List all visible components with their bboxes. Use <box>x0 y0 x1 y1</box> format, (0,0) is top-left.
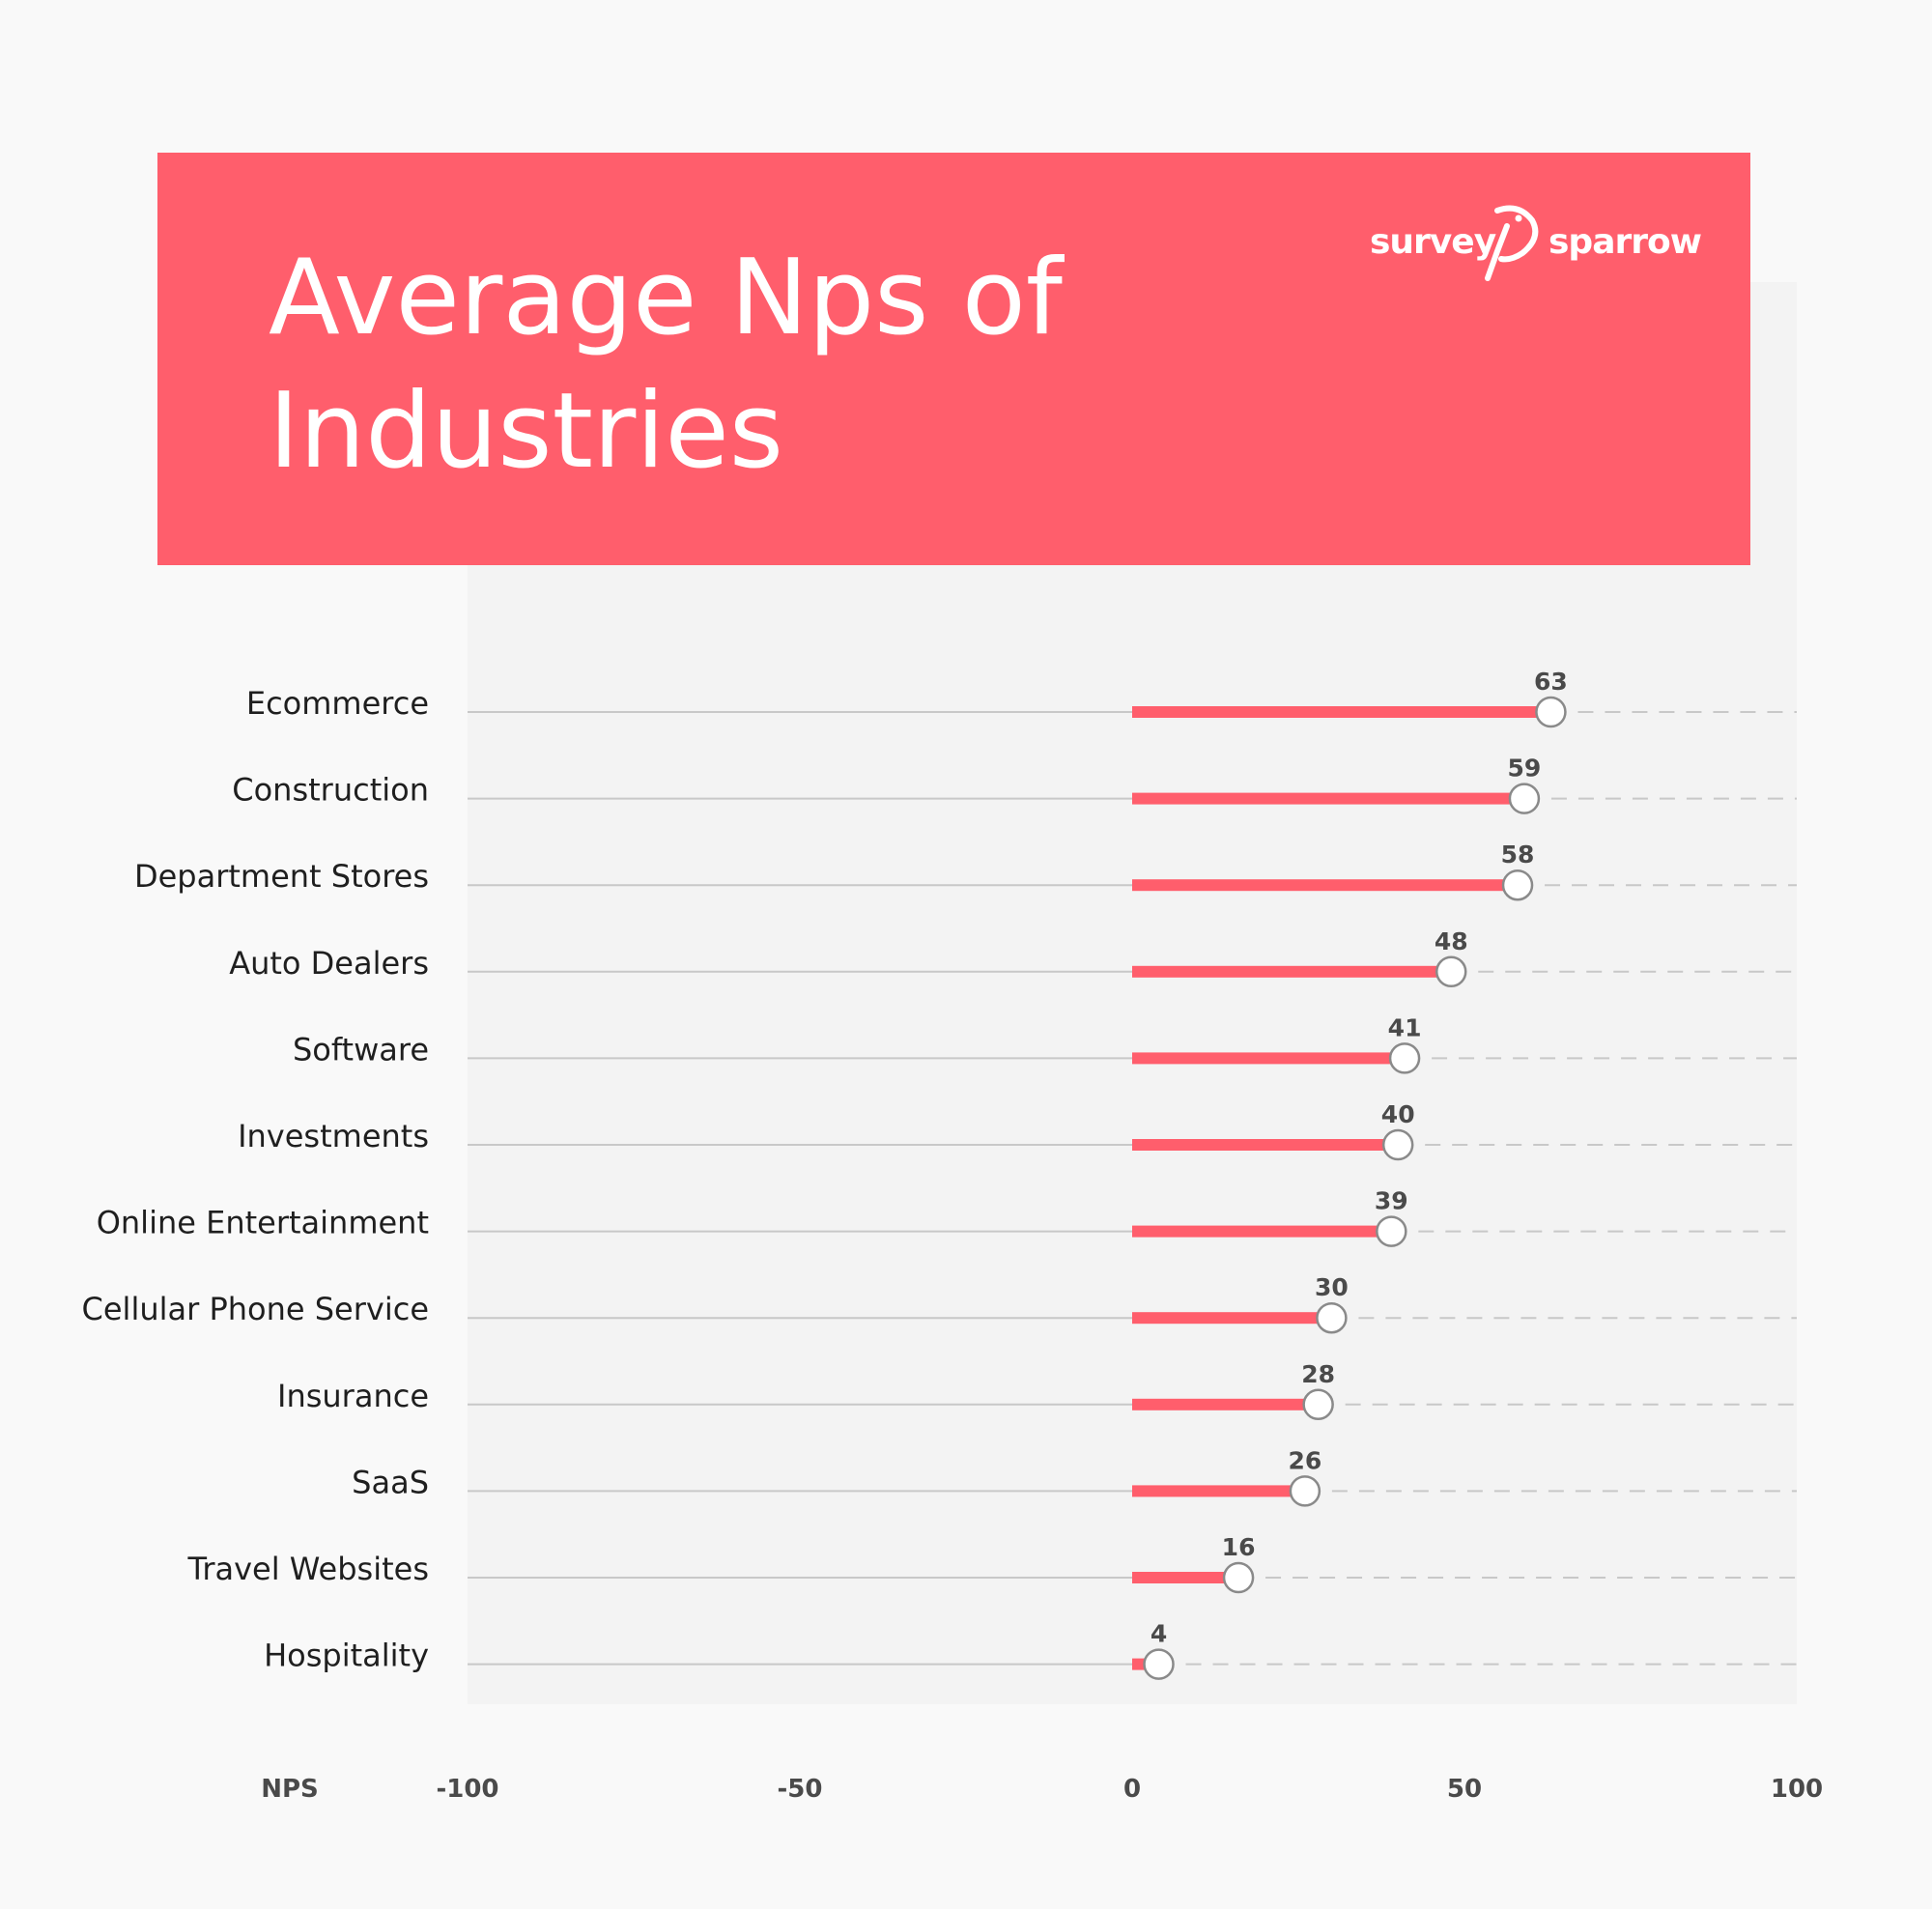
bar <box>1132 1398 1319 1410</box>
data-point <box>1222 1561 1255 1594</box>
bar <box>1132 1572 1239 1583</box>
title-banner: Average Nps of Industries survey sparrow <box>157 153 1750 565</box>
data-point <box>1289 1475 1321 1507</box>
category-label: Department Stores <box>134 858 429 895</box>
category-label: Construction <box>232 772 429 809</box>
data-label: 39 <box>1375 1187 1408 1215</box>
data-label: 59 <box>1508 755 1542 783</box>
data-label: 63 <box>1534 668 1568 696</box>
category-label: Insurance <box>277 1378 429 1414</box>
category-label: Ecommerce <box>246 685 429 722</box>
category-label: SaaS <box>352 1464 429 1500</box>
bar <box>1132 706 1551 718</box>
x-tick-label: -50 <box>778 1775 823 1804</box>
logo-text-sparrow: sparrow <box>1548 222 1702 262</box>
title-line-1: Average Nps of <box>269 238 1063 358</box>
data-label: 41 <box>1388 1013 1422 1041</box>
data-point <box>1316 1301 1348 1334</box>
data-label: 58 <box>1501 841 1535 869</box>
data-label: 16 <box>1222 1533 1256 1561</box>
data-label: 48 <box>1435 927 1468 955</box>
data-point <box>1302 1388 1334 1421</box>
bar <box>1132 792 1524 805</box>
category-label: Auto Dealers <box>229 945 429 982</box>
category-label: Software <box>293 1031 429 1068</box>
data-point <box>1535 696 1567 728</box>
sparrow-bird-icon <box>1485 205 1539 281</box>
data-point <box>1388 1042 1421 1074</box>
data-point <box>1143 1648 1175 1680</box>
bar <box>1132 1485 1305 1497</box>
x-axis-label: NPS <box>261 1775 319 1804</box>
category-label: Cellular Phone Service <box>82 1291 429 1327</box>
bar <box>1132 965 1452 978</box>
data-label: 26 <box>1288 1446 1321 1474</box>
bar <box>1132 1312 1332 1325</box>
data-point <box>1381 1128 1414 1161</box>
x-tick-label: 0 <box>1123 1775 1141 1804</box>
data-point <box>1376 1215 1407 1247</box>
bar <box>1132 879 1519 892</box>
x-tick-label: 50 <box>1447 1775 1482 1804</box>
bar <box>1132 1225 1392 1238</box>
data-point <box>1508 783 1541 814</box>
x-tick-label: -100 <box>436 1775 498 1804</box>
data-label: 40 <box>1381 1100 1415 1128</box>
title-line-2: Industries <box>269 371 784 492</box>
category-label: Travel Websites <box>186 1551 429 1587</box>
data-point <box>1435 955 1467 988</box>
data-label: 4 <box>1151 1620 1167 1648</box>
x-tick-label: 100 <box>1771 1775 1823 1804</box>
category-label: Hospitality <box>264 1638 429 1674</box>
bar <box>1132 1052 1406 1065</box>
category-label: Investments <box>238 1118 429 1154</box>
data-label: 30 <box>1315 1273 1349 1301</box>
page-title: Average Nps of Industries <box>269 232 1063 499</box>
category-label: Online Entertainment <box>97 1205 429 1241</box>
bar <box>1132 1139 1399 1151</box>
data-label: 28 <box>1301 1360 1335 1388</box>
data-point <box>1501 869 1534 901</box>
logo-text-survey: survey <box>1370 222 1496 262</box>
surveysparrow-logo: survey sparrow <box>1370 197 1703 284</box>
